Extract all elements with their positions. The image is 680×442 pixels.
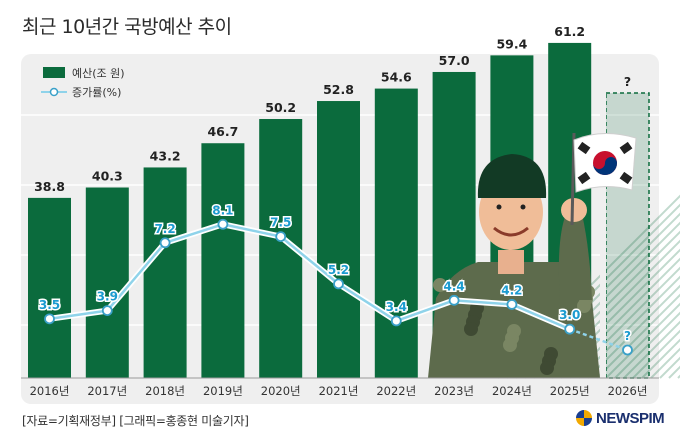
x-tick-label-2018년: 2018년	[145, 384, 185, 398]
point-label-2020년: 7.5	[270, 216, 291, 230]
camo-spot	[503, 338, 517, 352]
point-2017년	[101, 305, 113, 317]
bar-2018년	[143, 167, 187, 378]
point-2021년	[333, 278, 344, 290]
point-label-2017년: 3.9	[97, 290, 118, 304]
bar-label-2023년: 57.0	[439, 53, 470, 68]
flag-taeguk-blue	[593, 157, 617, 175]
bar-label-2025년: 61.2	[554, 24, 585, 39]
flag-trigram-0	[577, 141, 591, 155]
bar-hatch	[623, 320, 680, 379]
bar-label-2021년: 52.8	[323, 82, 354, 97]
point-label-2019년: 8.1	[212, 203, 233, 217]
bar-2017년	[85, 187, 129, 378]
point-label-2024년: 4.2	[501, 283, 522, 297]
point-2019년	[217, 218, 229, 230]
soldier-illustration	[428, 132, 637, 378]
soldier-neck	[498, 250, 524, 274]
x-tick-label-2016년: 2016년	[30, 384, 70, 398]
point-label-2021년: 5.2	[328, 263, 349, 277]
soldier-eye-left	[496, 204, 502, 210]
growth-line-projected	[569, 327, 628, 352]
soldier-hand	[561, 198, 587, 222]
bar-2022년	[374, 88, 418, 378]
flag-trigram-2	[577, 171, 591, 185]
point-label-2022년: 3.4	[386, 300, 407, 314]
source-credit: [자료=기획재정부] [그래픽=홍종현 미술기자]	[22, 414, 249, 428]
point-2024년	[506, 299, 518, 310]
point-label-2018년: 7.2	[154, 222, 175, 236]
bar-label-2024년: 59.4	[496, 36, 527, 51]
soldier-smile	[493, 226, 529, 237]
legend-line-label: 증가률(%)	[72, 86, 121, 99]
bar-hatch	[569, 266, 680, 379]
bar-label-2016년: 38.8	[34, 179, 65, 194]
x-tick-label-2017년: 2017년	[87, 384, 127, 398]
point-2026년	[622, 344, 633, 356]
flag-pole	[570, 132, 576, 226]
point-label-2023년: 4.4	[443, 279, 464, 293]
logo-text: NEWSPIM	[596, 409, 665, 427]
flag-trigram-1	[619, 141, 633, 155]
x-tick-label-2024년: 2024년	[492, 384, 532, 398]
x-tick-label-2025년: 2025년	[550, 384, 590, 398]
bar-label-2020년: 50.2	[265, 100, 296, 115]
growth-line	[49, 223, 571, 331]
hatch-mask-left	[600, 92, 606, 379]
point-2022년	[390, 315, 402, 327]
point-label-2026년: ?	[624, 329, 631, 343]
bar-hatch	[551, 248, 680, 379]
point-2025년	[564, 323, 576, 335]
legend-bar-swatch	[43, 67, 65, 78]
bar-hatch	[614, 311, 680, 379]
bar-label-2019년: 46.7	[207, 124, 238, 139]
bar-hatch	[605, 302, 680, 379]
bar-label-2018년: 43.2	[150, 148, 181, 163]
x-tick-label-2020년: 2020년	[261, 384, 301, 398]
bar-label-2017년: 40.3	[92, 169, 123, 184]
point-label-2025년: 3.0	[559, 308, 580, 322]
x-tick-label-2019년: 2019년	[203, 384, 243, 398]
point-2016년	[44, 313, 55, 325]
page-title: 최근 10년간 국방예산 추이	[22, 16, 232, 38]
x-tick-label-2026년: 2026년	[608, 384, 648, 398]
point-2023년	[448, 294, 460, 306]
bar-2016년	[28, 197, 71, 378]
legend-line-marker	[49, 87, 59, 97]
bar-hatch	[560, 257, 680, 379]
newspim-logo: NEWSPIM	[576, 408, 665, 428]
bar-hatch	[596, 293, 680, 379]
bar-2021년	[317, 101, 360, 378]
camo-spot	[433, 278, 447, 292]
bar-hatch	[578, 275, 680, 379]
camo-spot	[464, 322, 478, 336]
point-label-2016년: 3.5	[39, 298, 60, 312]
point-2018년	[159, 237, 171, 249]
bar-2019년	[201, 143, 245, 378]
bar-label-2026년: ?	[624, 74, 631, 89]
soldier-body	[428, 262, 600, 378]
point-2020년	[275, 231, 287, 243]
soldier-arm	[558, 214, 592, 300]
logo-mark-icon	[576, 410, 592, 426]
soldier-eye-right	[520, 204, 526, 210]
x-tick-label-2022년: 2022년	[376, 384, 416, 398]
flag-trigram-3	[619, 171, 633, 185]
x-tick-label-2023년: 2023년	[434, 384, 474, 398]
korean-flag-icon	[573, 132, 637, 193]
x-tick-label-2021년: 2021년	[319, 384, 359, 398]
soldier-beret	[477, 154, 547, 198]
bar-hatch	[587, 284, 680, 379]
bar-label-2022년: 54.6	[381, 70, 412, 85]
camo-spot	[540, 361, 554, 375]
camo-spot	[577, 299, 591, 313]
legend-bar-label: 예산(조 원)	[72, 67, 125, 80]
